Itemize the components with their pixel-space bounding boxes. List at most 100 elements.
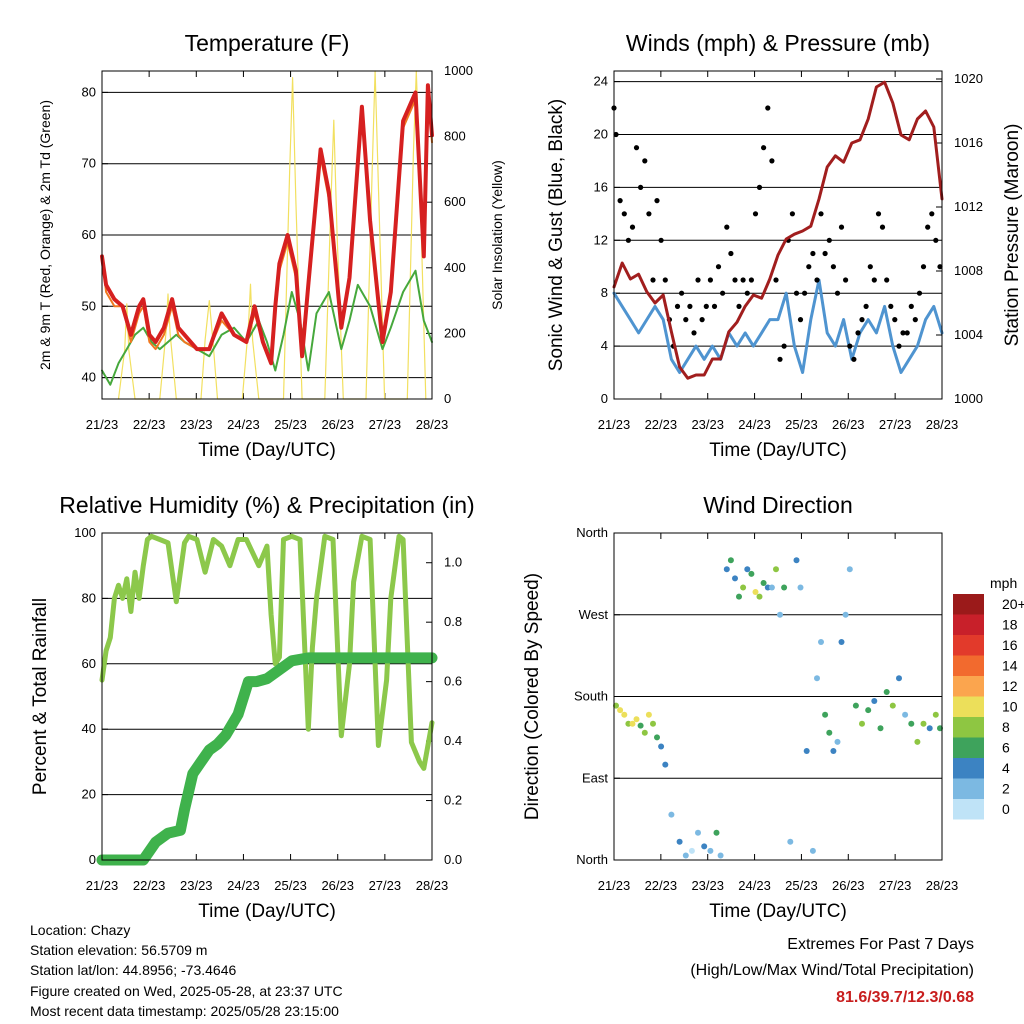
x-tick-label: 28/23 bbox=[926, 417, 959, 432]
y-right-axis-label: Solar Insolation (Yellow) bbox=[489, 160, 505, 310]
footer-location: Location: Chazy bbox=[30, 922, 131, 938]
legend-swatch bbox=[953, 717, 984, 738]
y-tick-label: 100 bbox=[74, 525, 96, 540]
y-tick-label: 20 bbox=[82, 787, 96, 802]
legend-label: 8 bbox=[1002, 719, 1010, 735]
x-tick-label: 24/23 bbox=[738, 878, 771, 893]
plot-border bbox=[101, 70, 433, 400]
y-right-tick-label: 1008 bbox=[954, 263, 983, 278]
y-right-tick-label: 1016 bbox=[954, 135, 983, 150]
gust-point bbox=[855, 330, 861, 336]
direction-point bbox=[846, 566, 853, 573]
gust-point bbox=[830, 264, 837, 270]
gust-point bbox=[695, 277, 701, 283]
gust-point bbox=[691, 330, 697, 336]
y-tick-label: West bbox=[579, 607, 609, 622]
gust-point bbox=[773, 277, 779, 283]
x-tick-label: 25/23 bbox=[274, 878, 307, 893]
y-tick-label: 60 bbox=[82, 656, 96, 671]
direction-point bbox=[787, 838, 794, 845]
direction-point bbox=[645, 711, 652, 718]
legend-label: 14 bbox=[1002, 658, 1018, 674]
direction-point bbox=[654, 734, 660, 741]
gust-point bbox=[871, 277, 877, 283]
gust-point bbox=[633, 145, 640, 151]
wind-speed-legend: mph 20+ 18 16 14 12 10 8 6 4 2 0 bbox=[953, 575, 1024, 820]
direction-point bbox=[668, 811, 675, 818]
y-right-tick-label: 0 bbox=[444, 391, 451, 406]
gust-point bbox=[789, 211, 796, 217]
x-tick-label: 21/23 bbox=[598, 417, 631, 432]
legend-label: 12 bbox=[1002, 678, 1018, 694]
x-tick-label: 27/23 bbox=[879, 878, 912, 893]
direction-point bbox=[637, 722, 644, 729]
gust-point bbox=[642, 158, 648, 164]
x-tick-label: 23/23 bbox=[691, 878, 724, 893]
y-tick-label: East bbox=[582, 770, 608, 785]
y-right-tick-label: 1000 bbox=[444, 63, 473, 78]
legend-swatch bbox=[953, 676, 984, 697]
humidity-precip-panel: Relative Humidity (%) & Precipitation (i… bbox=[30, 492, 475, 922]
direction-point bbox=[744, 566, 751, 573]
y-axis-label: 2m & 9m T (Red, Orange) & 2m Td (Green) bbox=[37, 100, 53, 370]
gust-point bbox=[892, 317, 898, 323]
gust-point bbox=[933, 237, 939, 243]
direction-point bbox=[633, 716, 640, 723]
direction-point bbox=[764, 584, 771, 591]
x-tick-label: 21/23 bbox=[86, 417, 119, 432]
plot-border bbox=[613, 532, 943, 861]
series-line-relative-humidity bbox=[99, 533, 435, 771]
legend-label: 2 bbox=[1002, 781, 1010, 797]
gust-point bbox=[900, 330, 906, 336]
x-tick-label: 25/23 bbox=[785, 417, 818, 432]
direction-point bbox=[773, 566, 779, 573]
y-tick-label: 16 bbox=[594, 179, 608, 194]
wind-direction-panel: Wind Direction North East South West North 21/… bbox=[522, 492, 958, 922]
gust-point bbox=[748, 277, 755, 283]
x-axis-label: Time (Day/UTC) bbox=[198, 901, 336, 922]
gust-point bbox=[834, 290, 841, 296]
direction-point bbox=[914, 738, 921, 745]
direction-point bbox=[793, 557, 800, 564]
direction-point bbox=[896, 675, 902, 682]
x-tick-label: 22/23 bbox=[133, 878, 166, 893]
legend-title: mph bbox=[990, 575, 1017, 591]
direction-point bbox=[713, 829, 720, 836]
y-right-tick-label: 0.8 bbox=[444, 614, 462, 629]
gust-point bbox=[793, 290, 800, 296]
direction-point bbox=[838, 639, 845, 645]
series-line-station-pressure bbox=[612, 80, 944, 380]
y-tick-label: 0 bbox=[601, 391, 608, 406]
gust-point bbox=[879, 224, 886, 230]
x-tick-label: 22/23 bbox=[645, 417, 678, 432]
direction-point bbox=[732, 575, 738, 582]
legend-label: 4 bbox=[1002, 760, 1010, 776]
y-right-tick-label: 0.0 bbox=[444, 852, 462, 867]
gust-point bbox=[679, 290, 685, 296]
gust-point bbox=[732, 277, 738, 283]
y-right-tick-label: 1012 bbox=[954, 199, 983, 214]
x-tick-label: 25/23 bbox=[274, 417, 307, 432]
legend-swatch bbox=[953, 778, 984, 799]
direction-point bbox=[658, 743, 665, 750]
gust-point bbox=[703, 303, 709, 309]
y-tick-label: 20 bbox=[594, 126, 608, 141]
gust-point bbox=[826, 237, 832, 243]
gust-point bbox=[859, 317, 865, 323]
y-axis-label: Sonic Wind & Gust (Blue, Black) bbox=[546, 99, 567, 371]
gust-point bbox=[629, 224, 636, 230]
y-tick-label: 8 bbox=[601, 285, 608, 300]
x-tick-label: 26/23 bbox=[832, 878, 865, 893]
gust-point bbox=[925, 224, 931, 230]
gust-point bbox=[646, 211, 652, 217]
gust-point bbox=[937, 264, 943, 270]
footer-latlon: Station lat/lon: 44.8956; -73.4646 bbox=[30, 962, 237, 978]
gust-point bbox=[765, 105, 771, 111]
y-tick-label: 70 bbox=[82, 156, 96, 171]
x-tick-label: 21/23 bbox=[598, 878, 631, 893]
gust-point bbox=[720, 290, 726, 296]
direction-point bbox=[818, 639, 824, 645]
x-tick-label: 27/23 bbox=[369, 878, 402, 893]
gust-point bbox=[797, 317, 804, 323]
